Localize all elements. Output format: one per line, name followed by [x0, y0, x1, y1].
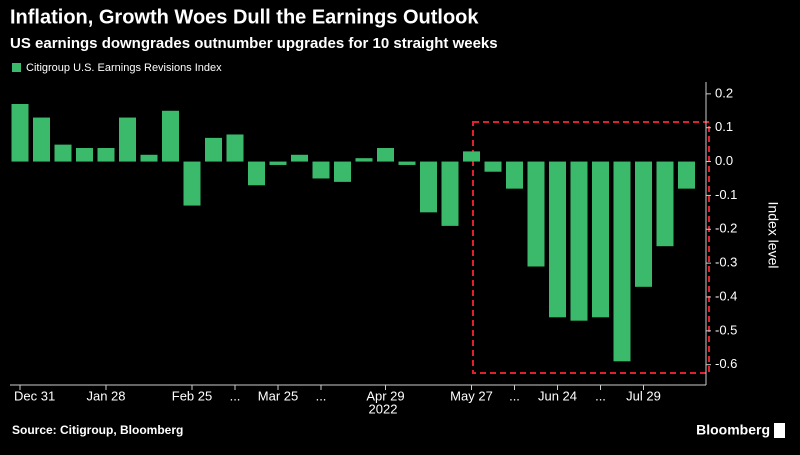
x-tick-label: ...: [316, 388, 327, 403]
x-tick-label: Dec 31: [14, 388, 55, 403]
y-tick-label: -0.5: [715, 322, 737, 337]
x-tick-label: Jun 24: [538, 388, 577, 403]
y-tick-label: -0.4: [715, 288, 737, 303]
bar: [656, 161, 674, 247]
x-tick-label: ...: [595, 388, 606, 403]
bar: [549, 161, 566, 318]
y-axis-label: Index level: [765, 202, 781, 269]
source: Source: Citigroup, Bloomberg: [12, 423, 183, 437]
bar: [334, 161, 351, 182]
bar: [463, 151, 480, 162]
bar: [678, 161, 695, 189]
x-tick-label: May 27: [450, 388, 493, 403]
bar: [592, 161, 609, 318]
x-tick-label: Mar 25: [258, 388, 298, 403]
bar: [162, 110, 179, 162]
bar: [119, 117, 136, 162]
x-sublabel: 2022: [369, 401, 398, 416]
bar: [183, 161, 201, 206]
x-tick-label: Feb 25: [172, 388, 212, 403]
bar: [506, 161, 523, 189]
bar: [140, 154, 158, 162]
bar: [76, 148, 93, 162]
x-tick-label: Jul 29: [626, 388, 661, 403]
bar: [613, 161, 631, 362]
x-tick-label: ...: [509, 388, 520, 403]
bar: [11, 104, 29, 162]
highlight-box: [472, 121, 710, 374]
legend-label: Citigroup U.S. Earnings Revisions Index: [26, 62, 222, 74]
chart-title: Inflation, Growth Woes Dull the Earnings…: [10, 6, 479, 28]
bar: [570, 161, 588, 321]
bar: [484, 161, 502, 172]
bar: [355, 158, 373, 162]
bar: [398, 161, 416, 165]
x-tick-label: Jan 28: [86, 388, 125, 403]
bar: [635, 161, 652, 287]
brand-icon: [774, 423, 785, 438]
y-tick-label: -0.6: [715, 356, 737, 371]
y-tick-label: 0.1: [715, 119, 733, 134]
legend-swatch: [12, 63, 21, 72]
brand: Bloomberg: [696, 422, 770, 438]
bar: [312, 161, 330, 179]
bar: [441, 161, 459, 226]
bar: [226, 134, 244, 162]
bar: [527, 161, 545, 267]
bar: [291, 154, 308, 162]
y-tick-label: 0.2: [715, 85, 733, 100]
y-tick-label: -0.3: [715, 255, 737, 270]
bar: [205, 137, 222, 162]
x-tick-label: ...: [230, 388, 241, 403]
bar: [248, 161, 265, 186]
bar: [54, 144, 72, 162]
x-tick-label: Apr 29: [366, 388, 404, 403]
y-tick-label: -0.1: [715, 187, 737, 202]
bar: [420, 161, 437, 213]
chart-subtitle: US earnings downgrades outnumber upgrade…: [10, 35, 498, 52]
bar: [377, 148, 394, 162]
bar: [97, 148, 115, 162]
y-tick-label: -0.2: [715, 221, 737, 236]
bar: [269, 161, 287, 165]
bar: [33, 117, 50, 162]
y-tick-label: 0.0: [715, 153, 733, 168]
